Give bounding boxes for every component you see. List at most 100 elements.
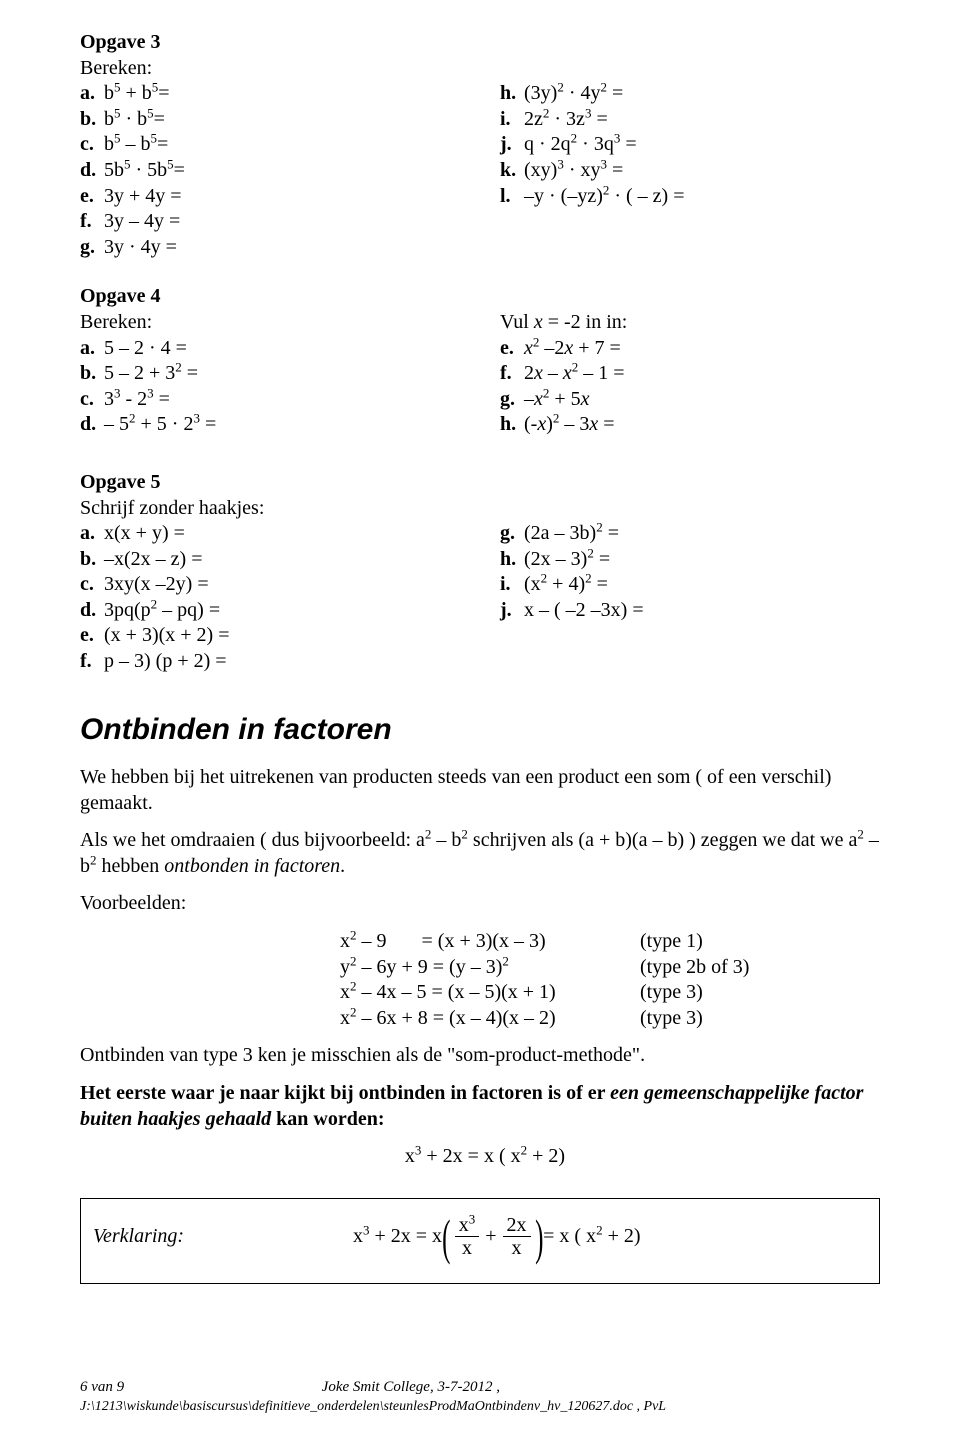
lbl: f. <box>80 209 104 235</box>
opgave4-left: Bereken: a.5 – 2 · 4 = b.5 – 2 + 32 = c.… <box>80 310 500 438</box>
ex-eq: x2 – 6x + 8 = (x – 4)(x – 2) <box>340 1006 640 1032</box>
lbl: h. <box>500 547 524 573</box>
frac-den: x <box>508 1237 526 1259</box>
opgave5-left: a.x(x + y) = b.–x(2x – z) = c.3xy(x –2y)… <box>80 521 500 675</box>
plus: + <box>485 1224 496 1250</box>
left-paren-icon: ( <box>442 1212 450 1262</box>
lbl: l. <box>500 184 524 210</box>
eq: 2z2 · 3z3 = <box>524 108 608 130</box>
eq: q · 2q2 · 3q3 = <box>524 133 637 155</box>
verklaring-box: Verklaring: x3 + 2x = x ( x3 x + 2x x ) … <box>80 1198 880 1284</box>
opgave3-right: h.(3y)2 · 4y2 = i.2z2 · 3z3 = j.q · 2q2 … <box>500 81 880 260</box>
eq: p – 3) (p + 2) = <box>104 650 227 672</box>
right-paren-icon: ) <box>535 1212 543 1262</box>
verk-rhs: = x ( x2 + 2) <box>543 1224 640 1250</box>
voorbeelden-label: Voorbeelden: <box>80 891 880 917</box>
eq: x – ( –2 –3x) = <box>524 599 644 621</box>
fraction-1: x3 x <box>455 1214 480 1259</box>
ex-type: (type 1) <box>640 929 703 955</box>
lbl: e. <box>80 184 104 210</box>
footer-page: 6 van 9 <box>80 1379 124 1395</box>
opgave5-right: g.(2a – 3b)2 = h.(2x – 3)2 = i.(x2 + 4)2… <box>500 521 880 675</box>
footer: 6 van 9 Joke Smit College, 3-7-2012 , J:… <box>80 1378 880 1416</box>
eq: 5b5 · 5b5= <box>104 159 185 181</box>
page: Opgave 3 Bereken: a.b5 + b5= b.b5 · b5= … <box>0 0 960 1436</box>
frac-num: 2x <box>503 1214 531 1237</box>
frac-num: x3 <box>455 1214 480 1237</box>
eq: b5 · b5= <box>104 108 165 130</box>
opgave3-left: a.b5 + b5= b.b5 · b5= c.b5 – b5= d.5b5 ·… <box>80 81 500 260</box>
ex-type: (type 2b of 3) <box>640 955 749 981</box>
frac-den: x <box>458 1237 476 1259</box>
eq: 3xy(x –2y) = <box>104 573 209 595</box>
eq: (x2 + 4)2 = <box>524 573 608 595</box>
eq: –x(2x – z) = <box>104 548 202 570</box>
verk-lhs: x3 + 2x = x <box>353 1224 442 1250</box>
lbl: j. <box>500 132 524 158</box>
opgave4-sub: Bereken: <box>80 310 500 336</box>
eq: (-x)2 – 3x = <box>524 413 615 435</box>
para2: Als we het omdraaien ( dus bijvoorbeeld:… <box>80 828 880 879</box>
lbl: a. <box>80 336 104 362</box>
opgave4-cols: Bereken: a.5 – 2 · 4 = b.5 – 2 + 32 = c.… <box>80 310 880 438</box>
lbl: d. <box>80 158 104 184</box>
center-eq: x3 + 2x = x ( x2 + 2) <box>90 1144 880 1170</box>
lbl: b. <box>80 547 104 573</box>
fraction-group: ( x3 x + 2x x ) <box>442 1207 543 1267</box>
lbl: j. <box>500 598 524 624</box>
lbl: f. <box>80 649 104 675</box>
eq: b5 – b5= <box>104 133 168 155</box>
opgave4-right-head: Vul x = -2 in in: <box>500 310 880 336</box>
eq: (xy)3 · xy3 = <box>524 159 623 181</box>
ex-type: (type 3) <box>640 1006 703 1032</box>
eq: 33 - 23 = <box>104 388 170 410</box>
ex-type: (type 3) <box>640 980 703 1006</box>
eq: – 52 + 5 · 23 = <box>104 413 216 435</box>
opgave3-sub: Bereken: <box>80 56 880 82</box>
lbl: d. <box>80 598 104 624</box>
lbl: c. <box>80 132 104 158</box>
opgave5-sub: Schrijf zonder haakjes: <box>80 496 880 522</box>
lbl: a. <box>80 521 104 547</box>
opgave4-title: Opgave 4 <box>80 284 880 310</box>
eq: 2x – x2 – 1 = <box>524 362 625 384</box>
lbl: i. <box>500 107 524 133</box>
para3: Ontbinden van type 3 ken je misschien al… <box>80 1043 880 1069</box>
eq: b5 + b5= <box>104 82 170 104</box>
opgave3-title: Opgave 3 <box>80 30 880 56</box>
eq: –y · (–yz)2 · ( – z) = <box>524 185 685 207</box>
fraction-2: 2x x <box>503 1214 531 1259</box>
ex-eq: x2 – 9 = (x + 3)(x – 3) <box>340 929 640 955</box>
lbl: k. <box>500 158 524 184</box>
lbl: g. <box>500 521 524 547</box>
eq: (2x – 3)2 = <box>524 548 610 570</box>
lbl: g. <box>500 387 524 413</box>
lbl: c. <box>80 572 104 598</box>
verklaring-label: Verklaring: <box>93 1224 353 1250</box>
examples: x2 – 9 = (x + 3)(x – 3)(type 1) y2 – 6y … <box>340 929 880 1031</box>
lbl: a. <box>80 81 104 107</box>
eq: –x2 + 5x <box>524 388 590 410</box>
lbl: h. <box>500 412 524 438</box>
section-heading: Ontbinden in factoren <box>80 711 880 749</box>
eq: 5 – 2 · 4 = <box>104 337 187 359</box>
lbl: e. <box>80 623 104 649</box>
eq: (x + 3)(x + 2) = <box>104 624 229 646</box>
lbl: f. <box>500 361 524 387</box>
eq: 3y + 4y = <box>104 185 182 207</box>
lbl: b. <box>80 107 104 133</box>
opgave5-title: Opgave 5 <box>80 470 880 496</box>
opgave3-cols: a.b5 + b5= b.b5 · b5= c.b5 – b5= d.5b5 ·… <box>80 81 880 260</box>
lbl: d. <box>80 412 104 438</box>
opgave5-cols: a.x(x + y) = b.–x(2x – z) = c.3xy(x –2y)… <box>80 521 880 675</box>
lbl: i. <box>500 572 524 598</box>
ex-eq: y2 – 6y + 9 = (y – 3)2 <box>340 955 640 981</box>
lbl: h. <box>500 81 524 107</box>
eq: x(x + y) = <box>104 522 185 544</box>
eq: (3y)2 · 4y2 = <box>524 82 623 104</box>
lbl: b. <box>80 361 104 387</box>
ex-eq: x2 – 4x – 5 = (x – 5)(x + 1) <box>340 980 640 1006</box>
eq: 3pq(p2 – pq) = <box>104 599 220 621</box>
lbl: c. <box>80 387 104 413</box>
eq: x2 –2x + 7 = <box>524 337 621 359</box>
